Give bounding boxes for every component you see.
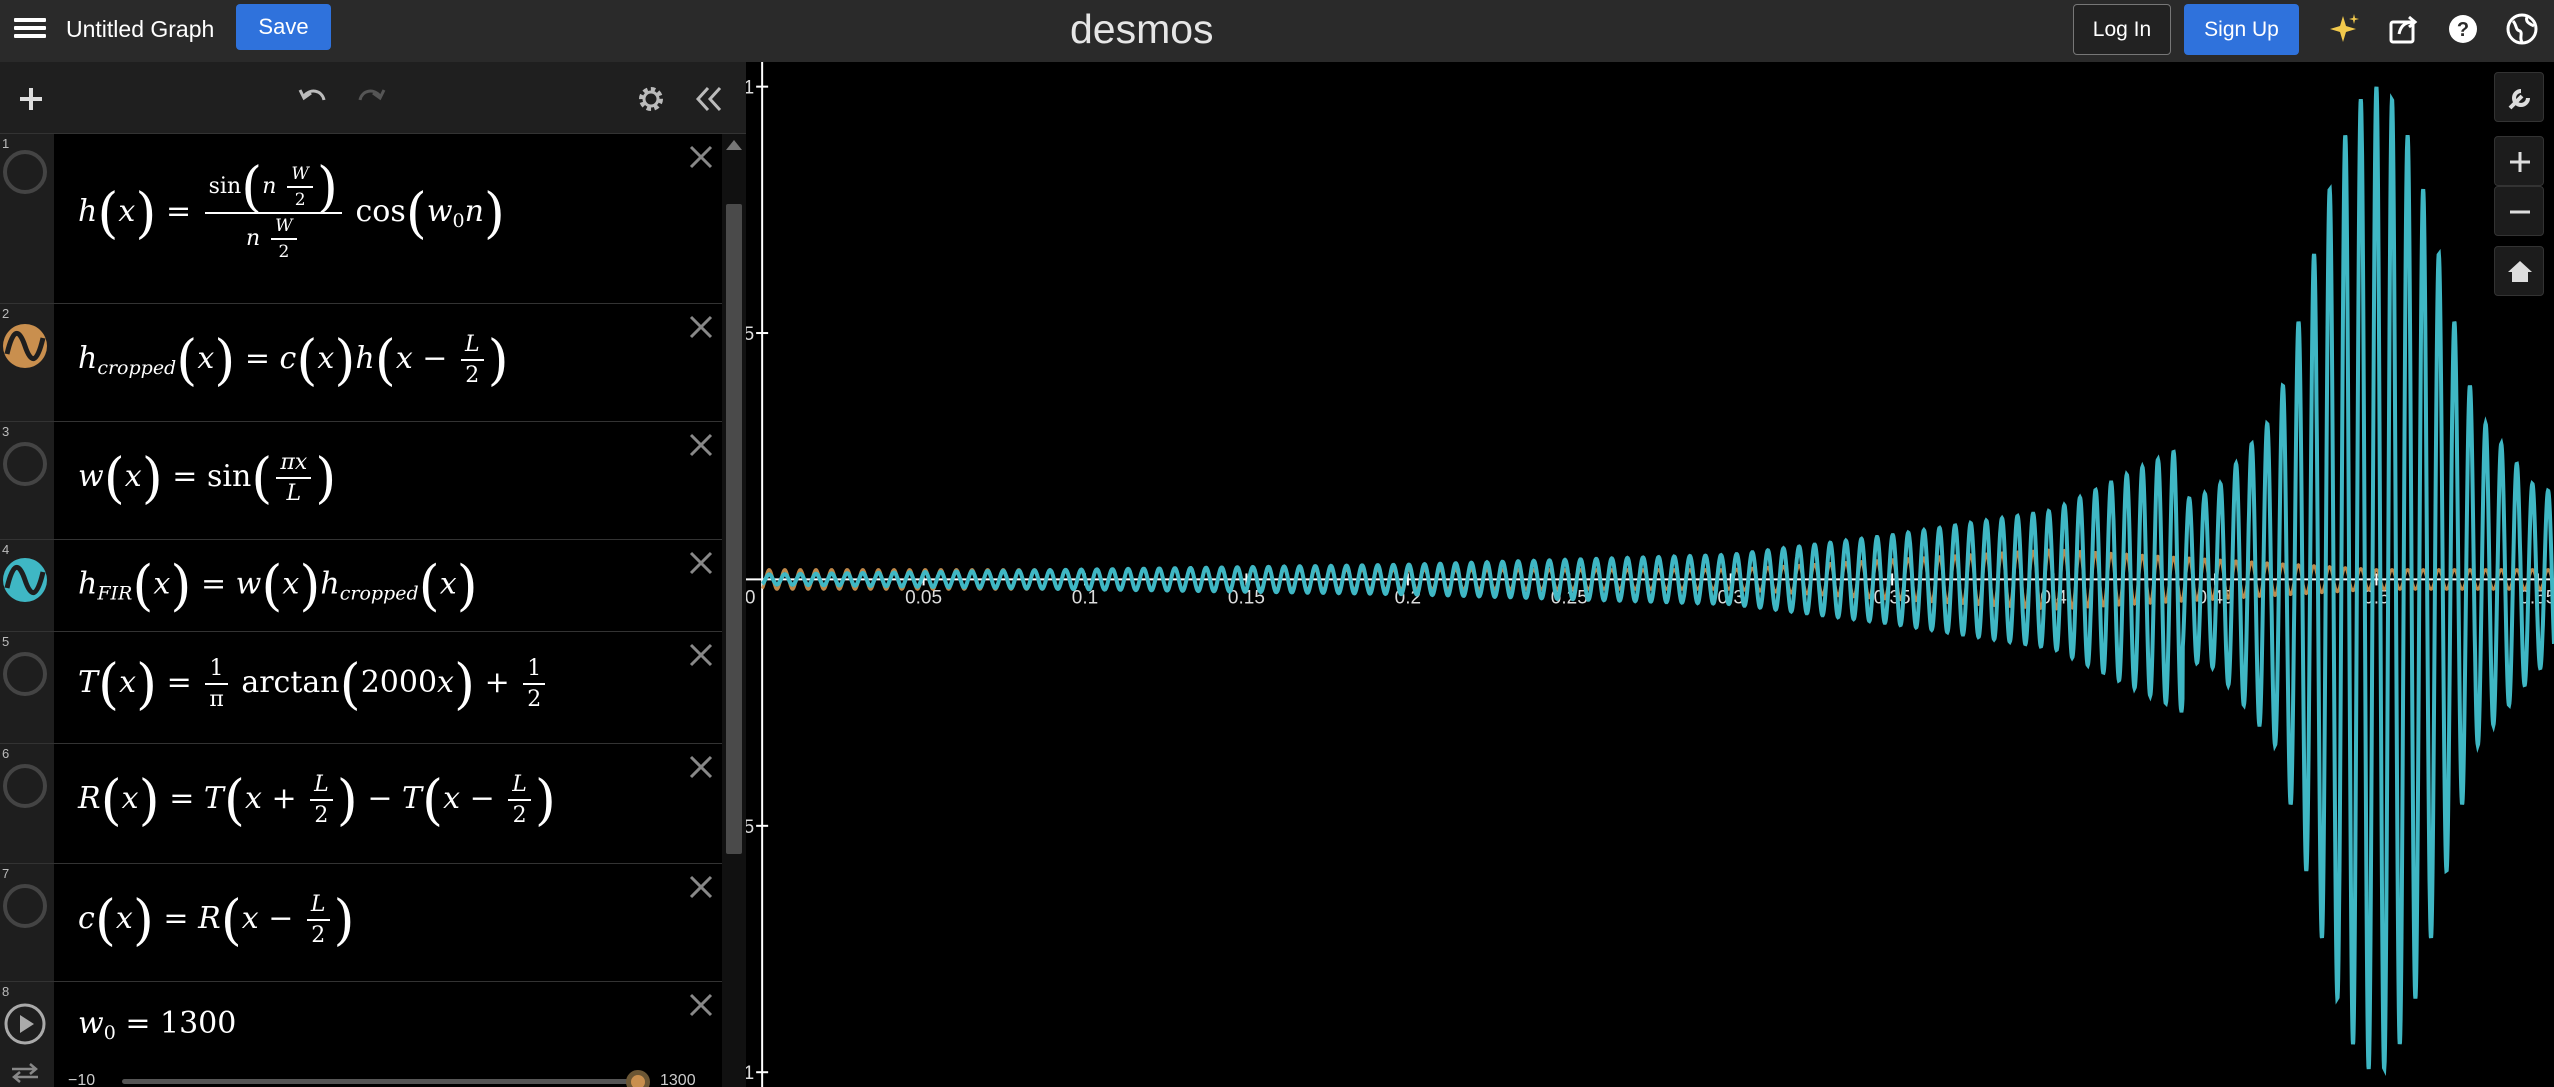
delete-expression-icon[interactable]	[686, 430, 716, 460]
y-tick-label: 1	[746, 78, 754, 99]
expression-gutter: 7	[0, 864, 54, 981]
expression-number: 5	[2, 634, 10, 649]
graph-settings-button[interactable]	[2494, 72, 2544, 122]
expression-gutter: 1	[0, 134, 54, 303]
visibility-toggle[interactable]	[3, 764, 47, 808]
signup-button[interactable]: Sign Up	[2184, 4, 2299, 55]
expression-math[interactable]: w(x) = sin(πx L)	[78, 446, 337, 510]
redo-icon[interactable]	[352, 80, 390, 118]
visibility-toggle[interactable]	[3, 442, 47, 486]
scroll-up-icon[interactable]	[726, 140, 742, 150]
y-tick-label: -0.5	[746, 817, 754, 838]
expression-math[interactable]: c(x) = R(x − L 2)	[78, 888, 355, 952]
scrollbar[interactable]	[722, 134, 746, 1087]
expression-number: 4	[2, 542, 10, 557]
expression-row[interactable]: 6 R(x) = T(x + L 2) − T(x − L 2)	[0, 744, 722, 864]
visibility-toggle[interactable]	[3, 884, 47, 928]
visibility-toggle[interactable]	[3, 652, 47, 696]
svg-text:?: ?	[2457, 19, 2469, 41]
expression-number: 2	[2, 306, 10, 321]
slider-min-label[interactable]: −10	[68, 1072, 96, 1087]
expression-number: 7	[2, 866, 10, 881]
expression-gutter: 4	[0, 540, 54, 631]
expression-row[interactable]: 4 hFIR(x) = w(x)hcropped(x)	[0, 540, 722, 632]
home-button[interactable]	[2494, 246, 2544, 296]
expression-math[interactable]: hFIR(x) = w(x)hcropped(x)	[78, 554, 478, 617]
expression-number: 3	[2, 424, 10, 439]
globe-icon[interactable]	[2505, 12, 2539, 46]
y-tick-label: -1	[746, 1063, 754, 1084]
loop-icon[interactable]	[8, 1062, 42, 1084]
expression-math[interactable]: R(x) = T(x + L 2) − T(x − L 2)	[78, 768, 556, 832]
zoom-in-button[interactable]	[2494, 136, 2544, 186]
save-button[interactable]: Save	[236, 4, 331, 50]
home-icon	[2508, 261, 2532, 282]
graph-canvas[interactable]: 0 0.05 0.1 0.15 0.2 0.25 0.3 0.35 0.4 0.45 0.5 0.55…	[746, 62, 2554, 1087]
delete-expression-icon[interactable]	[686, 640, 716, 670]
sparkle-icon[interactable]	[2327, 12, 2361, 46]
graph-plot[interactable]: 0 0.05 0.1 0.15 0.2 0.25 0.3 0.35 0.4 0.45 0.5 0.55…	[746, 62, 2554, 1087]
curve-color-icon[interactable]	[3, 324, 47, 368]
delete-expression-icon[interactable]	[686, 548, 716, 578]
visibility-toggle[interactable]	[3, 150, 47, 194]
expression-math[interactable]: w0 = 1300	[78, 1006, 237, 1044]
desmos-logo: desmos	[1070, 6, 1214, 52]
curve-color-icon[interactable]	[3, 558, 47, 602]
slider-max-label[interactable]: 1300	[660, 1072, 696, 1087]
slider-thumb[interactable]	[626, 1070, 650, 1087]
x-tick-label: 0.15	[1228, 587, 1265, 608]
slider-track[interactable]	[122, 1079, 640, 1084]
expression-row[interactable]: 7 c(x) = R(x − L 2)	[0, 864, 722, 982]
undo-icon[interactable]	[294, 80, 332, 118]
expression-gutter: 5	[0, 632, 54, 743]
delete-expression-icon[interactable]	[686, 142, 716, 172]
delete-expression-icon[interactable]	[686, 312, 716, 342]
help-icon[interactable]: ?	[2446, 12, 2480, 46]
delete-expression-icon[interactable]	[686, 752, 716, 782]
expression-number: 6	[2, 746, 10, 761]
expression-math[interactable]: hcropped(x) = c(x)h(x − L 2)	[78, 328, 509, 392]
expression-number: 8	[2, 984, 10, 999]
delete-expression-icon[interactable]	[686, 872, 716, 902]
add-icon[interactable]	[12, 80, 50, 118]
expression-number: 1	[2, 136, 10, 151]
zoom-out-icon	[2510, 210, 2530, 214]
top-bar: Untitled Graph Save desmos Log In Sign U…	[0, 0, 2554, 62]
collapse-icon[interactable]	[690, 80, 728, 118]
x-tick-label: 0	[746, 587, 755, 608]
expression-gutter: 2	[0, 304, 54, 421]
panel-toolbar	[0, 62, 746, 134]
scroll-thumb[interactable]	[726, 204, 742, 854]
graph-title[interactable]: Untitled Graph	[66, 16, 215, 42]
x-tick-label: 0.5	[2363, 587, 2389, 608]
x-tick-label: 0.1	[1072, 587, 1098, 608]
expression-gutter: 6	[0, 744, 54, 863]
expression-row[interactable]: 3 w(x) = sin(πx L)	[0, 422, 722, 540]
menu-icon[interactable]	[14, 14, 46, 44]
expression-row[interactable]: 8 w0 = 1300 −10 1300	[0, 982, 722, 1087]
login-button[interactable]: Log In	[2073, 4, 2171, 55]
play-icon[interactable]	[3, 1002, 47, 1046]
expression-row[interactable]: 2 hcropped(x) = c(x)h(x − L 2)	[0, 304, 722, 422]
gear-icon[interactable]	[632, 80, 670, 118]
expression-gutter: 8	[0, 982, 54, 1087]
zoom-in-icon	[2510, 152, 2530, 172]
delete-expression-icon[interactable]	[686, 990, 716, 1020]
series-line-hfir	[761, 86, 2554, 1076]
x-tick-label: 0.05	[905, 587, 942, 608]
y-tick-label: 0.5	[746, 324, 754, 345]
expression-gutter: 3	[0, 422, 54, 539]
wrench-icon	[2508, 89, 2530, 110]
zoom-out-button[interactable]	[2494, 186, 2544, 236]
share-icon[interactable]	[2387, 12, 2421, 46]
